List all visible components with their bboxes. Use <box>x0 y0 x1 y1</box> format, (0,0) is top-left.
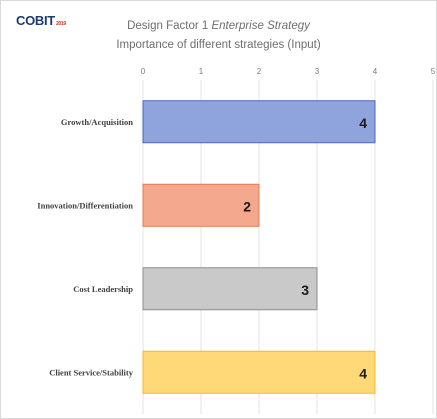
bar <box>142 183 260 227</box>
chart-title: Design Factor 1 Enterprise Strategy <box>0 20 437 32</box>
bar <box>142 100 376 144</box>
chart-subtitle: Importance of different strategies (Inpu… <box>116 39 321 51</box>
x-tick-label: 4 <box>373 67 378 76</box>
category-label: Cost Leadership <box>73 284 133 294</box>
data-label: 2 <box>243 198 251 214</box>
x-tick-label: 2 <box>257 67 262 76</box>
bar <box>142 267 318 311</box>
x-tick-label: 1 <box>199 67 204 76</box>
bar <box>142 350 376 394</box>
category-label: Innovation/Differentiation <box>37 200 133 210</box>
x-tick-label: 0 <box>141 67 146 76</box>
chart-title-emphasis: Enterprise Strategy <box>211 20 310 32</box>
chart-title-prefix: Design Factor 1 <box>127 20 212 32</box>
data-label: 3 <box>301 282 309 298</box>
x-tick-label: 5 <box>431 67 436 76</box>
category-label: Client Service/Stability <box>49 367 134 377</box>
x-tick-label: 3 <box>315 67 320 76</box>
data-label: 4 <box>359 365 367 381</box>
category-label: Growth/Acquisition <box>61 117 133 127</box>
cobit-logo: COBIT2019 <box>16 13 66 28</box>
data-label: 4 <box>359 115 367 131</box>
